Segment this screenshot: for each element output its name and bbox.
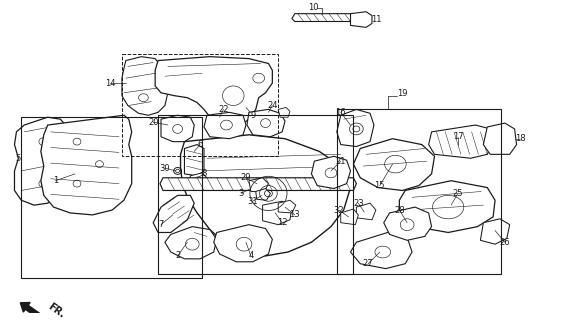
Polygon shape — [122, 57, 168, 115]
Bar — [158, 115, 354, 274]
Polygon shape — [155, 57, 273, 127]
Text: 9: 9 — [250, 111, 255, 120]
Text: 20: 20 — [148, 117, 159, 127]
Text: 10: 10 — [308, 3, 319, 12]
Text: 13: 13 — [290, 210, 300, 220]
Text: 26: 26 — [500, 238, 510, 247]
Text: 32: 32 — [334, 205, 344, 214]
Text: 7: 7 — [158, 220, 164, 229]
Text: 24: 24 — [267, 101, 278, 110]
Text: 31: 31 — [247, 197, 258, 206]
Polygon shape — [351, 232, 412, 268]
Text: 6: 6 — [197, 140, 203, 149]
Text: 5: 5 — [16, 154, 21, 163]
Polygon shape — [247, 109, 285, 137]
Text: 30: 30 — [160, 164, 170, 172]
Text: 29: 29 — [241, 173, 251, 182]
Text: 12: 12 — [277, 218, 288, 227]
Text: 19: 19 — [397, 89, 408, 98]
Polygon shape — [165, 227, 217, 259]
Polygon shape — [204, 112, 246, 139]
Polygon shape — [181, 135, 351, 256]
Polygon shape — [351, 12, 372, 27]
Polygon shape — [256, 188, 270, 200]
Text: 4: 4 — [248, 252, 254, 260]
Polygon shape — [249, 178, 269, 191]
Text: 17: 17 — [453, 132, 463, 141]
Polygon shape — [312, 156, 351, 188]
Text: 14: 14 — [105, 78, 116, 88]
Polygon shape — [263, 201, 292, 225]
FancyArrow shape — [20, 302, 39, 317]
Text: 25: 25 — [453, 189, 463, 198]
Text: 3: 3 — [239, 189, 244, 198]
Polygon shape — [484, 123, 516, 154]
Polygon shape — [185, 145, 204, 176]
Polygon shape — [292, 14, 354, 21]
Polygon shape — [428, 125, 493, 158]
Text: 16: 16 — [335, 108, 346, 117]
Text: 21: 21 — [335, 157, 346, 166]
Polygon shape — [14, 117, 67, 205]
Bar — [21, 117, 202, 278]
Text: 18: 18 — [515, 134, 526, 143]
Text: FR.: FR. — [46, 301, 66, 319]
Text: 22: 22 — [218, 105, 229, 114]
Polygon shape — [214, 225, 273, 262]
Bar — [337, 109, 501, 274]
Text: 28: 28 — [394, 205, 405, 214]
Polygon shape — [190, 173, 207, 186]
Text: 15: 15 — [374, 181, 385, 190]
Polygon shape — [160, 178, 356, 190]
Polygon shape — [153, 195, 194, 232]
Polygon shape — [278, 200, 296, 213]
Text: 11: 11 — [371, 15, 381, 24]
Polygon shape — [356, 203, 376, 220]
Bar — [122, 54, 278, 156]
Polygon shape — [341, 209, 358, 225]
Text: 23: 23 — [353, 199, 363, 208]
Text: 8: 8 — [201, 169, 206, 178]
Text: 2: 2 — [175, 252, 180, 260]
Polygon shape — [278, 108, 290, 117]
Polygon shape — [400, 181, 495, 232]
Polygon shape — [354, 139, 435, 190]
Polygon shape — [384, 207, 432, 240]
Text: 1: 1 — [53, 176, 58, 185]
Polygon shape — [161, 115, 194, 142]
Polygon shape — [337, 109, 374, 147]
Polygon shape — [481, 219, 509, 244]
Text: 27: 27 — [363, 259, 373, 268]
Polygon shape — [41, 115, 132, 215]
